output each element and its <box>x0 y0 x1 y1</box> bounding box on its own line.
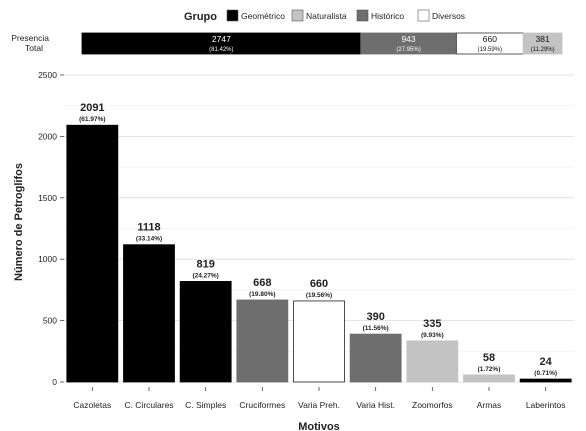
bar-value-label-6: 390 <box>366 311 384 323</box>
bar-pct-label-7: (9.93%) <box>421 332 444 339</box>
y-tick-label-1000: 1000 <box>38 254 57 264</box>
bar-pct-label-9: (0.71%) <box>534 370 557 377</box>
bar-8 <box>463 374 515 383</box>
x-axis-title: Motivos <box>298 421 340 431</box>
bar-pct-label-8: (1.72%) <box>478 366 501 373</box>
y-tick-label-2500: 2500 <box>38 70 57 80</box>
presence-value-2: 943 <box>401 34 415 44</box>
legend-swatch-3 <box>356 9 369 22</box>
x-tick-label-7: Zoomorfos <box>412 400 453 410</box>
legend-swatch-1 <box>226 9 239 22</box>
bar-value-label-1: 2091 <box>80 102 104 114</box>
y-tick-label-0: 0 <box>52 377 57 387</box>
bar-value-label-3: 819 <box>196 258 214 270</box>
bar-value-label-4: 668 <box>253 277 271 289</box>
y-tick-label-2000: 2000 <box>38 131 57 141</box>
y-tick-label-1500: 1500 <box>38 193 57 203</box>
x-tick-label-1: Cazoletas <box>73 400 111 410</box>
presence-value-4: 381 <box>536 34 550 44</box>
presence-total-bar: Presencia Total 2747 (81.42%) 943 (27.95%) 6… <box>11 32 563 55</box>
legend-swatch-2 <box>291 9 304 22</box>
presence-segment-4 <box>522 32 563 55</box>
bar-4 <box>236 299 289 383</box>
y-axis-title: Número de Petroglifos <box>13 163 25 281</box>
bar-value-label-8: 58 <box>483 352 495 364</box>
total-label: Total <box>25 43 43 53</box>
x-tick-label-9: Laberintos <box>526 400 566 410</box>
x-tick-label-8: Armas <box>477 400 502 410</box>
bars <box>66 124 572 383</box>
legend-label-2: Naturalista <box>306 11 347 21</box>
x-tick-label-6: Varia Hist. <box>356 400 395 410</box>
x-tick-label-4: Cruciformes <box>239 400 285 410</box>
bar-pct-label-3: (24.27%) <box>192 272 218 279</box>
presence-pct-4: (11.29%) <box>531 47 555 53</box>
presence-label: Presencia <box>11 33 49 43</box>
bar-2 <box>123 244 175 383</box>
x-tick-label-2: C. Circulares <box>124 400 173 410</box>
legend-label-1: Geométrico <box>241 11 285 21</box>
bar-7 <box>406 340 459 383</box>
bar-9 <box>519 378 572 383</box>
legend-title: Grupo <box>184 11 217 23</box>
presence-pct-1: (81.42%) <box>209 47 233 53</box>
y-axis: 0 500 1000 1500 2000 2500 <box>38 70 64 387</box>
bar-pct-label-5: (19.56%) <box>306 292 332 299</box>
bar-pct-label-1: (61.97%) <box>79 116 105 123</box>
presence-pct-2: (27.95%) <box>396 47 420 53</box>
bar-value-label-9: 24 <box>540 356 553 368</box>
x-tick-label-3: C. Simples <box>185 400 226 410</box>
legend-swatch-4 <box>417 9 430 22</box>
legend-label-4: Diversos <box>432 11 465 21</box>
bar-labels: 2091 (61.97%) 1118 (33.14%) 819 (24.27%) 668 (1… <box>79 102 557 377</box>
bar-pct-label-4: (19.80%) <box>249 291 275 298</box>
x-axis: Cazoletas C. Circulares C. Simples Crucifor… <box>73 387 566 410</box>
bar-value-label-2: 1118 <box>137 222 160 234</box>
y-tick-label-500: 500 <box>43 316 57 326</box>
bar-1 <box>66 124 119 383</box>
bar-pct-label-2: (33.14%) <box>136 236 162 243</box>
presence-value-3: 660 <box>483 34 497 44</box>
bar-value-label-7: 335 <box>423 318 441 330</box>
bar-pct-label-6: (11.56%) <box>363 325 389 332</box>
bar-3 <box>179 281 232 383</box>
bar-value-label-5: 660 <box>310 278 328 290</box>
x-tick-label-5: Varia Preh. <box>298 400 340 410</box>
presence-value-1: 2747 <box>212 34 231 44</box>
bar-6 <box>349 333 402 383</box>
legend-label-3: Histórico <box>371 11 404 21</box>
legend: Grupo Geométrico Naturalista Histórico Dive… <box>184 9 465 23</box>
presence-pct-3: (19.59%) <box>478 47 502 53</box>
bar-5 <box>293 300 345 383</box>
